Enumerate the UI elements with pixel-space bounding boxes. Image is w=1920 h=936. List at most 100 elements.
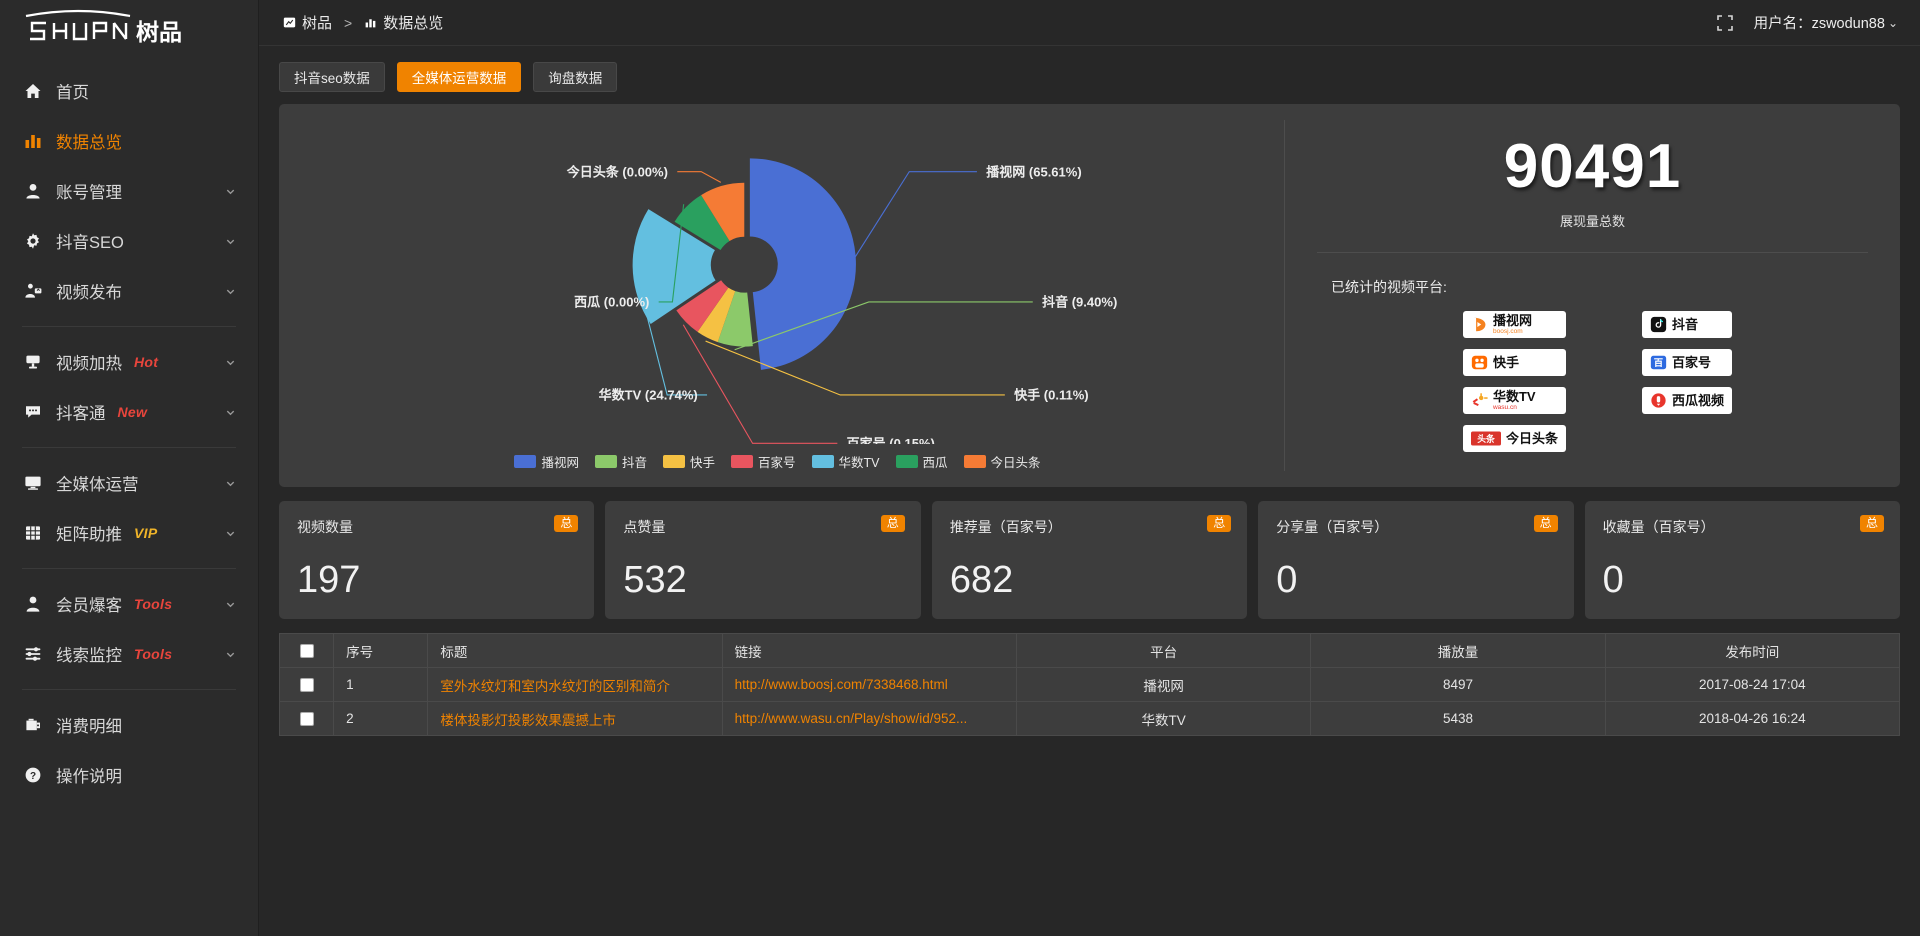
- row-link-cell: http://www.wasu.cn/Play/show/id/952...: [721, 701, 1017, 736]
- platform-badge-left-2[interactable]: 华数TV wasu.cn: [1462, 387, 1566, 415]
- platform-badge-right-0[interactable]: 抖音: [1642, 311, 1733, 339]
- legend-item-1[interactable]: 抖音: [594, 452, 647, 471]
- pie-slice-4[interactable]: [632, 209, 716, 325]
- legend-item-4[interactable]: 华数TV: [811, 452, 880, 471]
- table-row[interactable]: 2 楼体投影灯投影效果震撼上市 http://www.wasu.cn/Play/sh…: [278, 701, 1901, 736]
- home-icon: [22, 80, 44, 102]
- sidebar-item-3[interactable]: 抖音SEO: [0, 216, 258, 266]
- sidebar-item-label: 全媒体运营: [56, 476, 139, 494]
- platform-badge-right-1[interactable]: 百百家号: [1642, 349, 1733, 377]
- brand-logo[interactable]: 树品: [0, 0, 258, 56]
- pie-label-5: 西瓜 (0.00%): [574, 295, 649, 310]
- tab-0[interactable]: 抖音seo数据: [279, 62, 385, 92]
- sidebar-item-9[interactable]: 会员爆客 Tools: [0, 579, 258, 629]
- chevron-down-icon[interactable]: [224, 648, 236, 660]
- topbar: 树品 > 数据总览 用户名：zswodun88: [259, 0, 1920, 46]
- sidebar-item-7[interactable]: 全媒体运营: [0, 458, 258, 508]
- sidebar-item-1[interactable]: 数据总览: [0, 116, 258, 166]
- legend-item-5[interactable]: 西瓜: [895, 452, 948, 471]
- chevron-down-icon[interactable]: [224, 235, 236, 247]
- row-title-link[interactable]: 室外水纹灯和室内水纹灯的区别和简介: [440, 678, 670, 694]
- sidebar-item-10[interactable]: 线索监控 Tools: [0, 629, 258, 679]
- pie-leader-line-6: [677, 171, 722, 183]
- breadcrumb-item-app[interactable]: 树品: [283, 12, 332, 33]
- pie-slice-3[interactable]: [676, 280, 729, 332]
- legend-color-chip: [594, 455, 617, 468]
- pie-slice-1[interactable]: [717, 291, 753, 347]
- topbar-right: 用户名：zswodun88 ⌄: [1716, 12, 1898, 33]
- row-checkbox[interactable]: [299, 678, 314, 693]
- pie-slice-6[interactable]: [701, 182, 745, 241]
- sidebar-item-4[interactable]: 视频发布: [0, 266, 258, 316]
- pie-slice-2[interactable]: [697, 287, 736, 343]
- pie-leader-line-0: [853, 171, 977, 260]
- table-row[interactable]: 1 室外水纹灯和室内水纹灯的区别和简介 http://www.boosj.com/7…: [278, 667, 1901, 702]
- chevron-down-icon[interactable]: [224, 406, 236, 418]
- summary-divider: [1317, 252, 1868, 254]
- table-header-checkbox: [278, 633, 335, 668]
- user-menu[interactable]: 用户名：zswodun88 ⌄: [1754, 12, 1898, 33]
- legend-label: 抖音: [621, 456, 647, 470]
- chevron-down-icon[interactable]: [224, 598, 236, 610]
- chevron-down-icon[interactable]: [224, 185, 236, 197]
- pie-slice-5[interactable]: [674, 195, 730, 251]
- pie-slice-0[interactable]: [749, 158, 856, 370]
- sidebar-item-label: 视频发布: [56, 284, 122, 302]
- sidebar-item-label: 抖音SEO: [56, 234, 124, 252]
- sidebar-item-12[interactable]: ? 操作说明: [0, 750, 258, 800]
- row-url-link[interactable]: http://www.wasu.cn/Play/show/id/952...: [734, 711, 968, 726]
- platform-badge-sublabel: wasu.cn: [1492, 403, 1517, 411]
- sidebar-item-8[interactable]: 矩阵助推 VIP: [0, 508, 258, 558]
- monitor-icon: [22, 472, 44, 494]
- fire-plug-icon: [22, 351, 44, 373]
- sidebar-item-tag: Hot: [134, 354, 159, 370]
- table-head: 序号 标题 链接 平台 播放量 发布时间: [278, 633, 1901, 668]
- tab-2[interactable]: 询盘数据: [533, 62, 618, 92]
- chevron-down-icon[interactable]: [224, 477, 236, 489]
- sidebar-item-2[interactable]: 账号管理: [0, 166, 258, 216]
- legend-color-chip: [963, 455, 986, 468]
- sidebar-item-label: 账号管理: [56, 184, 122, 202]
- platform-badge-left-1[interactable]: 快手: [1462, 349, 1566, 377]
- sidebar-item-label: 线索监控: [56, 647, 122, 665]
- pie-chart[interactable]: 播视网 (65.61%) 抖音 (9.40%) 快手 (0.11%) 百家号 (0.1…: [279, 104, 1284, 487]
- wallet-icon: [22, 714, 44, 736]
- stat-card-value: 0: [1276, 559, 1298, 601]
- chart-legend: 播视网 抖音 快手 百家号 华数TV 西瓜 今日头条: [279, 452, 1284, 471]
- xigua-logo-icon: [1650, 392, 1667, 409]
- gear-icon: [22, 230, 44, 252]
- sidebar-item-0[interactable]: 首页: [0, 66, 258, 116]
- grid-icon: [22, 522, 44, 544]
- platform-badge-left-3[interactable]: 头条 今日头条: [1462, 425, 1566, 453]
- select-all-checkbox[interactable]: [299, 644, 314, 659]
- legend-item-2[interactable]: 快手: [663, 452, 715, 471]
- overview-panel: 播视网 (65.61%) 抖音 (9.40%) 快手 (0.11%) 百家号 (0.1…: [279, 104, 1900, 487]
- stat-card-3: 分享量（百家号） 总 0: [1258, 501, 1574, 619]
- question-circle-icon: ?: [22, 764, 44, 786]
- sidebar-item-tag: New: [117, 404, 148, 420]
- row-title-link[interactable]: 楼体投影灯投影效果震撼上市: [440, 712, 616, 728]
- pie-label-4: 华数TV (24.74%): [599, 388, 698, 403]
- legend-item-0[interactable]: 播视网: [514, 452, 579, 471]
- sidebar-item-5[interactable]: 视频加热 Hot: [0, 337, 258, 387]
- platform-badge-right-2[interactable]: 西瓜视频: [1642, 387, 1733, 415]
- chevron-down-icon[interactable]: [224, 527, 236, 539]
- sidebar-item-11[interactable]: 消费明细: [0, 700, 258, 750]
- legend-item-3[interactable]: 百家号: [731, 452, 796, 471]
- breadcrumb-item-current[interactable]: 数据总览: [364, 12, 443, 33]
- data-table-wrap: 序号 标题 链接 平台 播放量 发布时间 1 室外水纹灯和室内水纹灯的区别和简介 h…: [278, 633, 1901, 736]
- expand-icon[interactable]: [1716, 14, 1734, 32]
- sidebar-item-6[interactable]: 抖客通 New: [0, 387, 258, 437]
- total-impressions-caption: 展现量总数: [1560, 214, 1626, 230]
- chevron-down-icon[interactable]: [224, 356, 236, 368]
- platform-badge-left-0[interactable]: 播视网 boosj.com: [1462, 311, 1566, 339]
- legend-item-6[interactable]: 今日头条: [963, 452, 1041, 471]
- stat-card-value: 682: [949, 559, 1014, 601]
- svg-text:树品: 树品: [136, 19, 182, 45]
- row-url-link[interactable]: http://www.boosj.com/7338468.html: [734, 677, 948, 692]
- row-checkbox[interactable]: [299, 712, 314, 727]
- tab-1[interactable]: 全媒体运营数据: [396, 62, 522, 92]
- legend-label: 百家号: [758, 456, 796, 470]
- chevron-down-icon[interactable]: [224, 285, 236, 297]
- row-title-cell: 楼体投影灯投影效果震撼上市: [427, 701, 723, 736]
